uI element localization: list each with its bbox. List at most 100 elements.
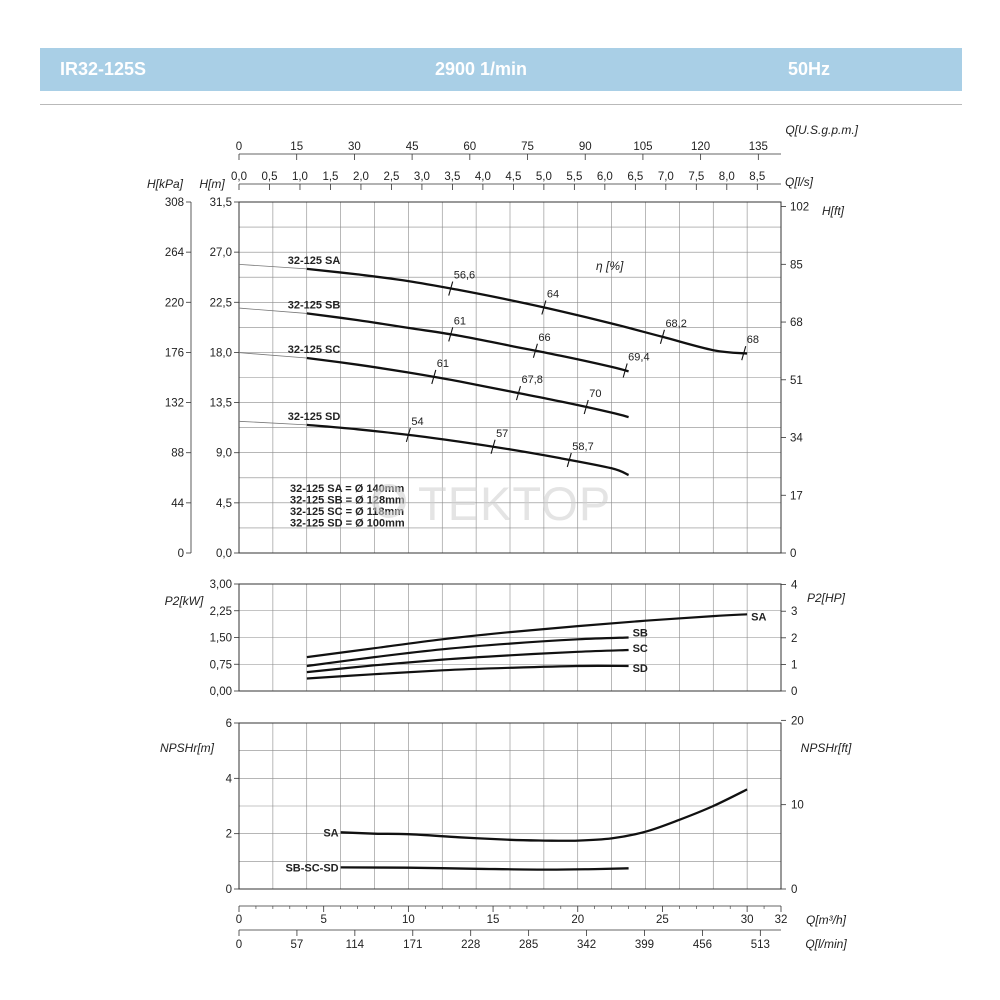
hft-tick-label: 0	[790, 548, 796, 560]
lmin-tick-label: 456	[693, 939, 712, 951]
kpa-tick-label: 176	[165, 347, 184, 359]
usgpm-tick-label: 0	[236, 141, 242, 153]
npshft-tick-label: 0	[791, 884, 797, 896]
kpa-tick-label: 220	[165, 297, 184, 309]
hft-tick-label: 51	[790, 375, 803, 387]
ls-tick-label: 2,0	[353, 171, 369, 183]
ls-tick-label: 7,5	[688, 171, 704, 183]
lmin-axis-label: Q[l/min]	[805, 937, 847, 951]
usgpm-tick-label: 90	[579, 141, 592, 153]
hm-tick-label: 9,0	[216, 448, 232, 460]
p2kw-axis-label: P2[kW]	[165, 594, 204, 608]
efficiency-label: 68	[747, 334, 759, 346]
npsh-curve-sa	[340, 788, 748, 842]
m3h-tick-label: 15	[487, 914, 500, 926]
kpa-tick-label: 264	[165, 247, 185, 259]
power-curve-label: SB	[633, 628, 648, 640]
head-curve-extension	[238, 420, 307, 426]
speed-title: 2900 1/min	[435, 59, 528, 79]
lmin-tick-label: 513	[751, 939, 770, 951]
head-curve-32-125-sa	[306, 267, 748, 355]
head-curve-label: 32-125 SD	[288, 411, 341, 423]
efficiency-tick	[659, 329, 665, 344]
efficiency-tick	[566, 452, 572, 468]
header-divider	[40, 104, 962, 105]
efficiency-tick	[448, 281, 454, 296]
m3h-axis-label: Q[m³/h]	[806, 913, 847, 927]
usgpm-tick-label: 45	[406, 141, 419, 153]
impeller-diameter-label: 32-125 SA = Ø 140mm	[290, 483, 404, 495]
ls-tick-label: 0,0	[231, 171, 247, 183]
p2hp-axis-label: P2[HP]	[807, 591, 846, 605]
kpa-tick-label: 132	[165, 398, 184, 410]
m3h-tick-label: 25	[656, 914, 669, 926]
efficiency-label: 66	[538, 332, 550, 344]
efficiency-label: 56,6	[454, 270, 475, 282]
efficiency-label: 68,2	[665, 318, 686, 330]
npsh-curve-label: SA	[323, 827, 338, 839]
ls-tick-label: 5,0	[536, 171, 552, 183]
p2hp-tick-label: 2	[791, 633, 797, 645]
ls-tick-label: 3,0	[414, 171, 430, 183]
npshm-axis-label: NPSHr[m]	[160, 741, 215, 755]
m3h-tick-label: 5	[320, 914, 326, 926]
head-curve-extension	[238, 307, 307, 314]
hm-tick-label: 13,5	[210, 398, 232, 410]
m3h-tick-label: 0	[236, 914, 242, 926]
npshft-tick-label: 10	[791, 800, 804, 812]
p2kw-tick-label: 1,50	[210, 633, 232, 645]
npshft-tick-label: 20	[791, 715, 804, 727]
npsh-curve-label: SB-SC-SD	[285, 862, 338, 874]
ls-tick-label: 1,5	[322, 171, 338, 183]
lmin-tick-label: 228	[461, 939, 480, 951]
kpa-tick-label: 308	[165, 197, 184, 209]
impeller-diameter-label: 32-125 SB = Ø 128mm	[290, 495, 405, 507]
p2hp-tick-label: 1	[791, 659, 797, 671]
m3h-tick-label: 10	[402, 914, 415, 926]
efficiency-label: 70	[589, 388, 601, 400]
head-curve-label: 32-125 SC	[288, 344, 341, 356]
impeller-diameter-label: 32-125 SD = Ø 100mm	[290, 518, 405, 530]
efficiency-label: 54	[411, 416, 423, 428]
efficiency-label: 61	[437, 358, 449, 370]
hft-tick-label: 34	[790, 433, 803, 445]
ls-tick-label: 3,5	[444, 171, 460, 183]
hft-tick-label: 85	[790, 259, 803, 271]
power-curve-label: SA	[751, 611, 766, 623]
model-title: IR32-125S	[60, 59, 147, 79]
usgpm-tick-label: 75	[521, 141, 534, 153]
efficiency-tick	[741, 346, 747, 361]
lmin-tick-label: 0	[236, 939, 242, 951]
usgpm-axis-label: Q[U.S.g.p.m.]	[785, 123, 858, 137]
efficiency-label: 61	[454, 315, 466, 327]
p2kw-tick-label: 0,00	[210, 686, 232, 698]
hft-tick-label: 17	[790, 490, 803, 502]
header-bar: IR32-125S 2900 1/min 50Hz	[40, 48, 962, 91]
efficiency-label: 64	[547, 288, 559, 300]
ls-tick-label: 2,5	[383, 171, 399, 183]
ls-tick-label: 7,0	[658, 171, 674, 183]
usgpm-tick-label: 120	[691, 141, 710, 153]
efficiency-tick	[622, 363, 628, 378]
ls-tick-label: 4,0	[475, 171, 491, 183]
power-curve-sc	[306, 648, 629, 674]
hm-axis-label: H[m]	[199, 177, 225, 191]
lmin-tick-label: 114	[346, 939, 365, 951]
head-curve-32-125-sb	[306, 312, 629, 373]
head-curve-label: 32-125 SB	[288, 299, 341, 311]
lmin-tick-label: 57	[291, 939, 304, 951]
power-curve-sb	[306, 636, 629, 668]
usgpm-tick-label: 15	[290, 141, 303, 153]
hm-tick-label: 22,5	[210, 297, 232, 309]
efficiency-tick	[448, 327, 454, 342]
power-curve-label: SD	[633, 663, 648, 675]
hm-tick-label: 4,5	[216, 498, 232, 510]
npshm-tick-label: 4	[226, 773, 233, 785]
efficiency-legend-label: η [%]	[596, 259, 624, 273]
ls-tick-label: 8,0	[719, 171, 735, 183]
npshm-tick-label: 2	[226, 829, 232, 841]
power-curve-sd	[306, 664, 629, 680]
efficiency-label: 67,8	[521, 374, 542, 386]
efficiency-tick	[490, 439, 496, 454]
ls-tick-label: 6,0	[597, 171, 613, 183]
